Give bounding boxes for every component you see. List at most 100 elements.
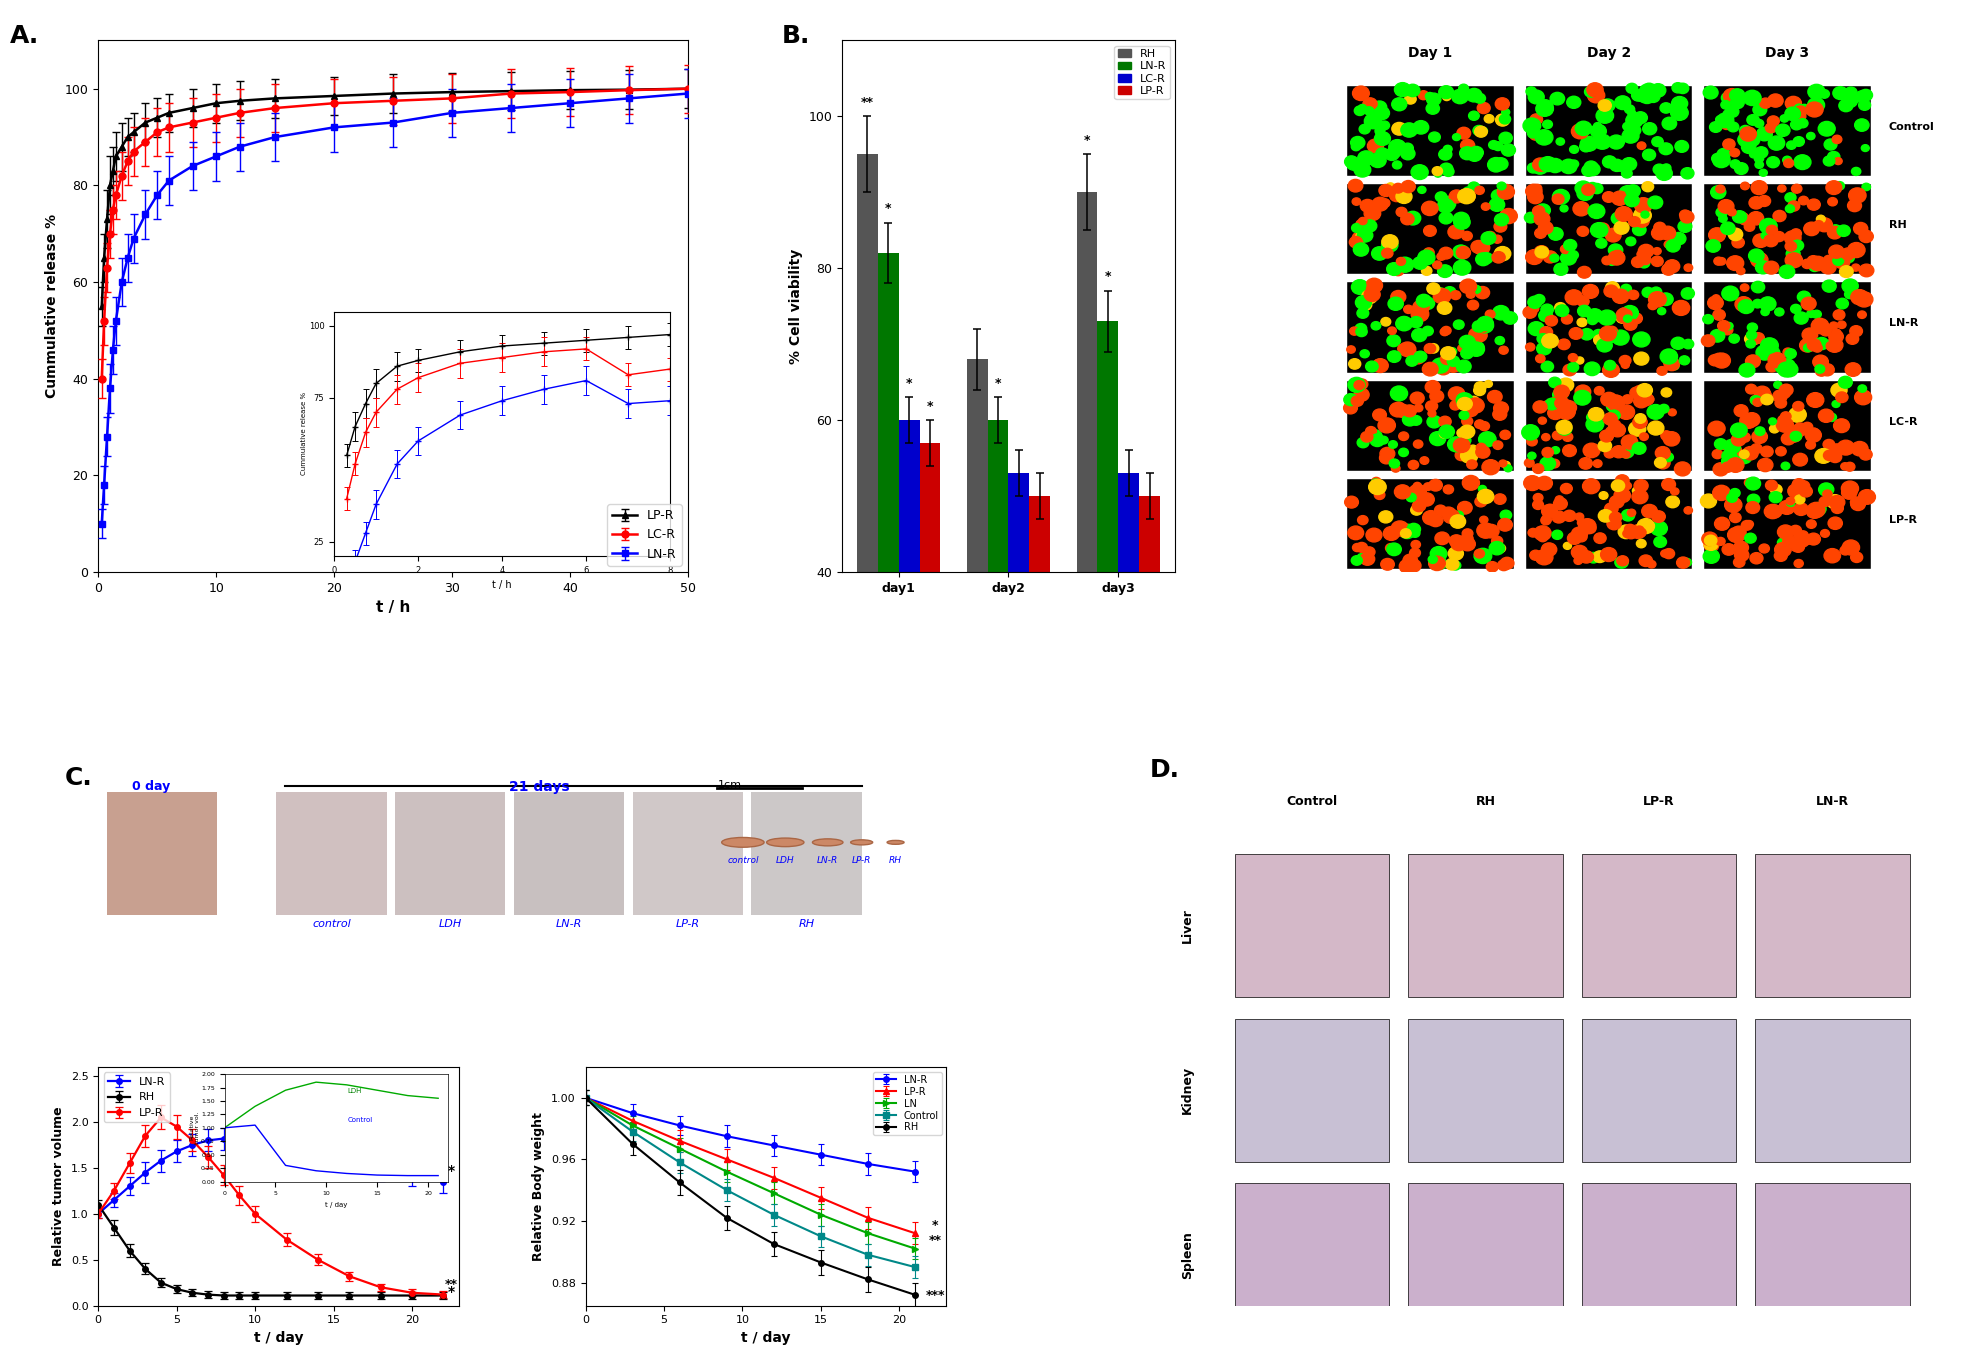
Circle shape [1807,339,1821,351]
Circle shape [1499,560,1510,571]
Bar [1076,192,1098,876]
Circle shape [1785,192,1795,202]
Circle shape [1791,229,1801,238]
Circle shape [1347,346,1355,353]
Circle shape [1422,326,1434,335]
Circle shape [1475,382,1487,392]
Circle shape [1449,561,1461,571]
Circle shape [1392,162,1402,170]
Circle shape [1444,145,1451,153]
Circle shape [1351,556,1363,565]
Circle shape [1361,553,1375,565]
Circle shape [1599,491,1609,499]
Circle shape [1785,253,1803,268]
Circle shape [1603,156,1616,168]
Circle shape [1677,557,1689,568]
Circle shape [1732,526,1746,538]
Circle shape [1559,159,1577,174]
Circle shape [1746,502,1760,513]
Circle shape [1726,446,1736,455]
Circle shape [1609,135,1624,149]
Circle shape [1732,211,1746,223]
Circle shape [1616,312,1628,323]
Circle shape [1552,431,1563,440]
Circle shape [1349,327,1359,335]
Circle shape [1748,494,1760,505]
Circle shape [1766,225,1777,236]
Circle shape [1381,199,1391,207]
Circle shape [1536,342,1552,355]
Circle shape [1766,481,1777,490]
Circle shape [1777,419,1793,432]
Circle shape [1819,409,1834,423]
Circle shape [1705,538,1718,551]
Circle shape [1756,127,1772,141]
Circle shape [1502,312,1518,324]
Circle shape [1540,156,1557,171]
Circle shape [1375,127,1385,136]
Bar [1526,283,1693,373]
Circle shape [1742,447,1758,460]
Circle shape [1563,510,1575,521]
Circle shape [1497,544,1506,553]
Circle shape [1618,446,1634,458]
Circle shape [1473,125,1485,136]
Circle shape [1671,82,1683,93]
Circle shape [1534,213,1550,226]
Circle shape [1638,89,1656,104]
Circle shape [1638,258,1650,268]
Circle shape [1850,326,1862,336]
Y-axis label: Relative Body weight: Relative Body weight [532,1112,546,1261]
Circle shape [1349,358,1361,369]
Bar [632,791,742,915]
Circle shape [1599,440,1612,451]
Bar [277,791,387,915]
Circle shape [1467,291,1475,299]
Circle shape [1801,260,1813,269]
Bar [1756,1019,1909,1162]
Circle shape [1793,533,1809,548]
Circle shape [1567,96,1581,109]
Circle shape [1554,385,1569,398]
Circle shape [1536,549,1554,565]
Circle shape [1579,551,1593,563]
Circle shape [1709,121,1722,132]
Circle shape [1428,514,1444,526]
Circle shape [1434,171,1442,178]
Circle shape [1738,432,1750,443]
Circle shape [1528,452,1536,459]
Circle shape [1475,127,1487,137]
Circle shape [1434,288,1451,304]
Circle shape [1465,405,1479,416]
Circle shape [1365,113,1383,129]
Bar [1705,86,1870,176]
Circle shape [1412,307,1428,322]
Text: B.: B. [782,24,811,48]
Circle shape [1636,89,1650,102]
Circle shape [1440,425,1455,439]
Circle shape [1740,413,1758,428]
Circle shape [1357,437,1369,448]
Circle shape [1819,90,1828,98]
Circle shape [1752,180,1768,195]
Circle shape [1746,355,1760,367]
Circle shape [1355,106,1365,116]
Circle shape [1357,308,1369,318]
Circle shape [1502,462,1510,468]
Circle shape [1398,342,1416,357]
Circle shape [1813,221,1825,229]
Text: LP-R: LP-R [852,856,872,865]
Circle shape [1410,351,1424,363]
Circle shape [1671,487,1679,495]
Text: *: * [905,377,913,390]
Circle shape [1473,385,1485,396]
Circle shape [1603,256,1612,265]
Circle shape [1720,222,1734,234]
Circle shape [1442,347,1455,359]
Text: RH: RH [1889,221,1907,230]
Circle shape [1463,187,1473,195]
Circle shape [1361,199,1375,213]
Circle shape [1758,195,1772,206]
Circle shape [1438,302,1451,314]
Circle shape [1581,164,1595,176]
